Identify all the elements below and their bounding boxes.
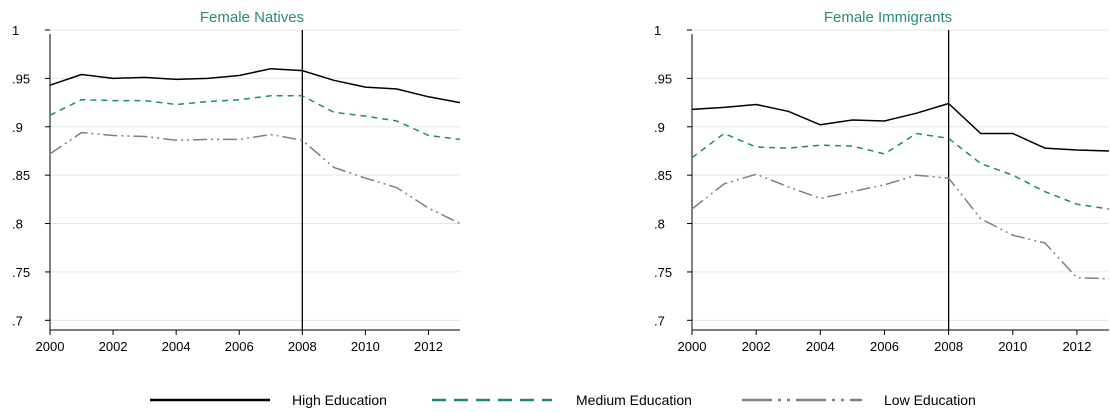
x-tick-label: 2010 (351, 339, 380, 354)
x-tick-label: 2006 (225, 339, 254, 354)
legend: High Education Medium Education Low Educat… (150, 392, 976, 408)
y-tick-label: .75 (12, 265, 30, 280)
x-tick-label: 2004 (806, 339, 835, 354)
chart-panel-1: Female Natives 1 .95 .9 .85 .8 .75 .7 2000 2002 20… (12, 9, 461, 354)
series-line-high-education (49, 67, 461, 104)
series-line-low-education (691, 173, 1110, 280)
x-tick-label: 2000 (36, 339, 65, 354)
chart-panel-2: Female Immigrants 1 .95 .9 .85 .8 .75 .7 2000 200… (654, 9, 1110, 354)
x-tick-label: 2012 (414, 339, 443, 354)
y-tick-label: .75 (654, 265, 672, 280)
x-tick-label: 2008 (934, 339, 963, 354)
legend-label: Low Education (884, 392, 976, 408)
y-tick-label: .95 (654, 71, 672, 86)
y-tick-label: .9 (654, 120, 665, 135)
series-line-high-education (691, 102, 1110, 152)
y-tick-label: .85 (654, 168, 672, 183)
x-tick-label: 2012 (1062, 339, 1091, 354)
series-line-medium-education (691, 132, 1110, 210)
legend-label: Medium Education (576, 392, 692, 408)
series-line-medium-education (49, 95, 461, 141)
y-tick-label: .85 (12, 168, 30, 183)
legend-label: High Education (292, 392, 387, 408)
x-tick-label: 2004 (162, 339, 191, 354)
x-tick-label: 2002 (742, 339, 771, 354)
y-tick-label: .95 (12, 71, 30, 86)
y-tick-label: 1 (654, 23, 661, 38)
y-tick-label: 1 (12, 23, 19, 38)
y-tick-label: .7 (12, 313, 23, 328)
x-tick-label: 2006 (870, 339, 899, 354)
y-tick-label: .8 (12, 217, 23, 232)
x-tick-label: 2002 (99, 339, 128, 354)
series-line-low-education (49, 131, 461, 225)
x-tick-label: 2010 (998, 339, 1027, 354)
chart-title: Female Immigrants (824, 9, 952, 26)
chart-title: Female Natives (200, 9, 304, 26)
y-tick-label: .7 (654, 313, 665, 328)
y-tick-label: .8 (654, 217, 665, 232)
x-tick-label: 2008 (288, 339, 317, 354)
y-tick-label: .9 (12, 120, 23, 135)
x-tick-label: 2000 (678, 339, 707, 354)
